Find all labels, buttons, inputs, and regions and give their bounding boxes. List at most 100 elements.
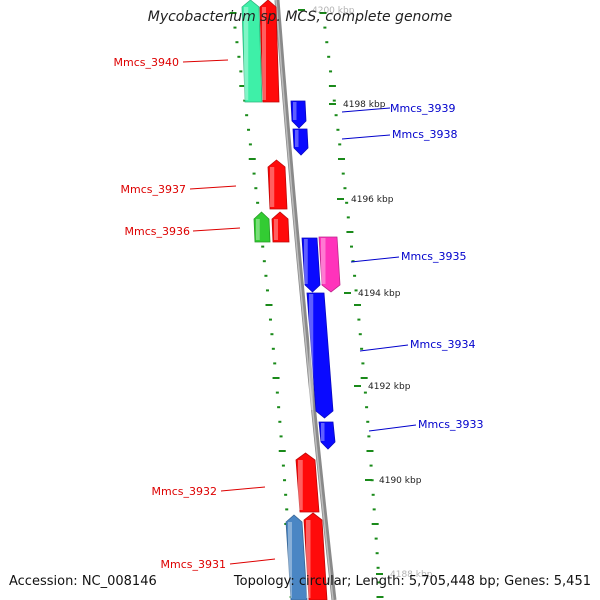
gene-g3936b[interactable]	[271, 211, 290, 243]
gc-dash	[332, 99, 336, 102]
gc-dash	[239, 70, 243, 73]
gene-g3935a[interactable]	[301, 237, 321, 293]
backbone-highlight	[275, 0, 334, 600]
gc-dash	[350, 245, 354, 248]
gc-dash	[323, 26, 327, 29]
gene-highlight	[256, 219, 260, 240]
gc-dash	[233, 26, 237, 29]
gene-labels: Mmcs_3940 Mmcs_3939 Mmcs_3938 Mmcs_3937 Mmcs…	[114, 56, 484, 571]
gene-highlight	[304, 239, 308, 284]
gene-label-g3940: Mmcs_3940	[114, 56, 179, 69]
gc-dash	[327, 55, 331, 58]
gc-dash	[336, 128, 340, 131]
gene-g3931a[interactable]	[285, 514, 308, 600]
gc-dash	[273, 362, 277, 365]
gene-label-g3936a: Mmcs_3936	[125, 225, 190, 238]
gc-dash	[245, 114, 249, 117]
gc-dash	[354, 304, 361, 306]
gene-highlight	[306, 520, 311, 598]
tick-label: 4200 kbp	[312, 6, 355, 16]
gc-dash	[237, 55, 241, 58]
tick-mark	[354, 385, 361, 387]
gene-g3934[interactable]	[306, 292, 334, 419]
gc-dash	[247, 128, 251, 131]
gene-g3941a[interactable]	[241, 0, 263, 103]
gene-label-g3931b: Mmcs_3931	[161, 558, 226, 571]
gc-dash	[268, 318, 272, 321]
gc-dash	[248, 143, 252, 146]
gc-dash	[229, 12, 237, 14]
gene-g3937[interactable]	[267, 159, 288, 210]
gene-label-g3933: Mmcs_3933	[418, 418, 483, 431]
tick-label: 4196 kbp	[351, 195, 394, 205]
gc-dash	[365, 406, 369, 409]
gc-dash	[370, 479, 374, 482]
gene-g3939[interactable]	[290, 100, 307, 129]
gc-dash	[279, 435, 283, 438]
tick-mark	[376, 573, 383, 575]
gene-label-g3938: Mmcs_3938	[392, 128, 457, 141]
map-title: Mycobacterium sp. MCS, complete genome	[147, 9, 453, 25]
gc-dash	[372, 508, 376, 511]
gene-g3931b[interactable]	[303, 512, 328, 600]
gc-dash	[361, 362, 365, 365]
tick-label: 4198 kbp	[343, 100, 386, 110]
gc-dash	[375, 552, 379, 555]
gc-dash	[351, 260, 355, 263]
genome-backbone	[274, 0, 337, 600]
gene-g3940[interactable]	[259, 0, 280, 103]
tick-label: 4188 kbp	[390, 570, 433, 580]
label-leader-line	[341, 134, 391, 140]
label-leader-line	[350, 256, 400, 263]
gene-g3936a[interactable]	[253, 211, 271, 243]
tick-mark	[344, 292, 351, 294]
gene-label-g3937: Mmcs_3937	[121, 183, 186, 196]
gc-dash	[278, 420, 282, 423]
gc-dash	[377, 581, 381, 584]
gene-highlight	[298, 460, 303, 510]
gc-dash	[338, 143, 342, 146]
gene-track	[241, 0, 341, 600]
gene-label-g3932: Mmcs_3932	[152, 485, 217, 498]
gene-highlight	[244, 7, 249, 100]
tick-mark	[365, 479, 372, 481]
gc-dash	[284, 493, 288, 496]
gc-dash	[367, 435, 371, 438]
gene-highlight	[321, 238, 326, 284]
gc-dash	[325, 41, 329, 44]
gc-dash	[281, 464, 285, 467]
gene-highlight	[321, 423, 325, 441]
label-leader-line	[359, 344, 409, 352]
gc-dash	[275, 391, 279, 394]
gene-highlight	[262, 7, 266, 100]
gc-dash	[262, 260, 266, 263]
gc-dash	[376, 566, 380, 569]
gene-g3933[interactable]	[318, 421, 336, 450]
gene-highlight	[293, 102, 297, 120]
gene-g3938[interactable]	[292, 128, 309, 156]
gene-highlight	[295, 130, 299, 147]
tick-mark	[298, 9, 305, 11]
gc-dash	[366, 420, 370, 423]
gc-dash	[363, 391, 367, 394]
tick-label: 4190 kbp	[379, 476, 422, 486]
tick-label: 4194 kbp	[358, 289, 401, 299]
gc-dash	[360, 377, 368, 379]
gene-g3935b[interactable]	[318, 236, 341, 293]
gc-dash	[371, 493, 375, 496]
label-leader-line	[182, 59, 229, 63]
gene-g3932[interactable]	[295, 452, 320, 513]
gc-dash	[285, 508, 289, 511]
gc-dash	[329, 70, 333, 73]
gene-label-g3935a: Mmcs_3935	[401, 250, 466, 263]
gc-dash	[265, 289, 269, 292]
gc-dash	[345, 201, 349, 204]
label-leader-line	[368, 424, 417, 432]
gc-dash	[270, 333, 274, 336]
gc-dash	[272, 377, 280, 379]
gc-dash	[346, 216, 350, 219]
gc-dash	[252, 172, 256, 175]
gc-dash	[256, 201, 260, 204]
tick-mark	[329, 103, 336, 105]
gene-highlight	[270, 167, 275, 207]
